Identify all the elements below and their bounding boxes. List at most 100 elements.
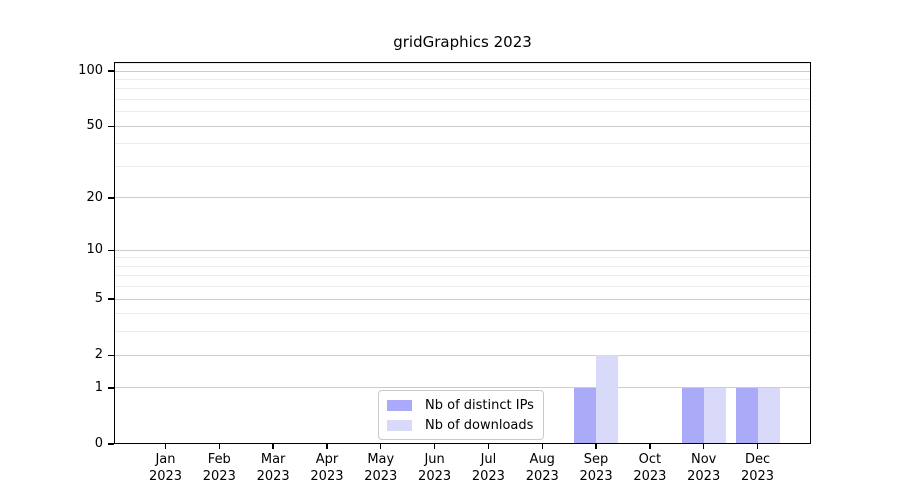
y-tick	[108, 387, 114, 389]
x-tick-label: Aug 2023	[510, 451, 574, 485]
bar-nb-of-distinct-ips-dec	[735, 387, 758, 444]
bar-nb-of-distinct-ips-sep	[574, 387, 597, 444]
chart-title: gridGraphics 2023	[393, 33, 532, 51]
x-tick	[595, 444, 597, 449]
x-tick-year: 2023	[202, 469, 236, 484]
x-tick-year: 2023	[525, 469, 559, 484]
gridline-minor	[114, 88, 811, 90]
y-tick-label: 50	[86, 118, 103, 134]
x-tick	[164, 444, 167, 449]
gridline-minor	[114, 265, 811, 267]
y-tick-label: 1	[94, 379, 103, 395]
x-tick-label: Jul 2023	[456, 451, 520, 485]
x-tick-month: Aug	[529, 452, 555, 467]
x-tick	[649, 444, 651, 449]
bar-nb-of-distinct-ips-nov	[681, 387, 704, 444]
x-tick-label: Jan 2023	[134, 451, 198, 485]
x-tick-label: Feb 2023	[187, 451, 251, 485]
x-tick-month: Apr	[315, 452, 339, 467]
legend: Nb of distinct IPs Nb of downloads	[378, 390, 544, 440]
x-tick	[218, 444, 220, 449]
gridline-minor	[114, 286, 811, 288]
gridline-minor	[114, 62, 811, 64]
x-tick-label: Sep 2023	[564, 451, 628, 485]
y-tick	[108, 443, 114, 445]
gridline-minor	[114, 165, 811, 167]
x-tick-label: May 2023	[349, 451, 413, 485]
x-tick-month: Sep	[583, 452, 609, 467]
x-tick-month: Jul	[480, 452, 497, 467]
legend-entry-nb-of-distinct-ips: Nb of distinct IPs	[387, 395, 534, 415]
legend-entry-nb-of-downloads: Nb of downloads	[387, 415, 534, 435]
gridline-major	[114, 298, 811, 300]
bar-nb-of-downloads-dec	[757, 387, 780, 444]
x-tick-month: Oct	[638, 452, 662, 467]
y-tick	[108, 298, 114, 300]
x-tick-year: 2023	[256, 469, 290, 484]
x-tick	[756, 444, 759, 449]
y-tick	[108, 125, 114, 127]
x-tick	[487, 444, 490, 449]
x-tick-month: May	[367, 452, 395, 467]
x-tick	[541, 444, 543, 449]
y-tick-label: 0	[94, 436, 103, 451]
x-tick-year: 2023	[740, 469, 775, 484]
x-tick-year: 2023	[579, 469, 613, 484]
x-tick-month: Jan	[155, 452, 176, 467]
x-tick-year: 2023	[148, 469, 183, 484]
y-tick-label: 20	[86, 189, 103, 205]
x-tick-label: Apr 2023	[295, 451, 359, 485]
x-tick-year: 2023	[687, 469, 721, 484]
bar-nb-of-downloads-sep	[596, 355, 619, 444]
gridline-minor	[114, 111, 811, 113]
x-tick	[433, 444, 436, 449]
x-tick-month: Mar	[260, 452, 286, 467]
bar-nb-of-downloads-nov	[703, 387, 726, 444]
x-tick-month: Dec	[744, 452, 771, 467]
gridline-major	[114, 197, 811, 199]
y-tick	[108, 354, 114, 356]
x-tick-label: Nov 2023	[672, 451, 736, 485]
gridline-minor	[114, 275, 811, 277]
x-tick	[272, 444, 274, 449]
x-tick-month: Feb	[207, 452, 231, 467]
legend-label: Nb of distinct IPs	[425, 397, 534, 413]
x-tick-label: Mar 2023	[241, 451, 305, 485]
y-tick-label: 100	[78, 63, 103, 78]
gridline-major	[114, 249, 811, 251]
y-tick	[108, 249, 114, 251]
x-tick-month: Jun	[424, 452, 445, 467]
gridline-minor	[114, 331, 811, 333]
x-tick-label: Jun 2023	[403, 451, 467, 485]
y-tick-label: 5	[94, 291, 103, 307]
legend-swatch-nb-of-distinct-ips	[387, 399, 412, 411]
gridline-major	[114, 125, 811, 127]
gridline-minor	[114, 78, 811, 80]
x-tick-year: 2023	[310, 469, 344, 484]
plot-area	[114, 62, 811, 444]
x-tick	[326, 444, 328, 449]
legend-swatch-nb-of-downloads	[387, 419, 412, 431]
y-tick	[108, 70, 114, 72]
gridline-minor	[114, 143, 811, 145]
x-tick-year: 2023	[418, 469, 452, 484]
x-tick-year: 2023	[364, 469, 398, 484]
x-tick-year: 2023	[471, 469, 505, 484]
legend-label: Nb of downloads	[425, 417, 534, 433]
x-tick-label: Oct 2023	[618, 451, 682, 485]
x-tick	[380, 444, 382, 449]
gridline-minor	[114, 313, 811, 315]
gridline-major	[114, 354, 811, 356]
gridline-minor	[114, 98, 811, 100]
x-tick-label: Dec 2023	[726, 451, 790, 485]
x-tick-year: 2023	[633, 469, 667, 484]
x-tick	[703, 444, 705, 449]
x-tick-month: Nov	[691, 452, 717, 467]
y-tick	[108, 197, 114, 199]
y-tick-label: 10	[86, 242, 103, 258]
gridline-major	[114, 387, 811, 389]
gridline-minor	[114, 257, 811, 259]
y-tick-label: 2	[94, 347, 103, 363]
gridline-major	[114, 70, 811, 72]
